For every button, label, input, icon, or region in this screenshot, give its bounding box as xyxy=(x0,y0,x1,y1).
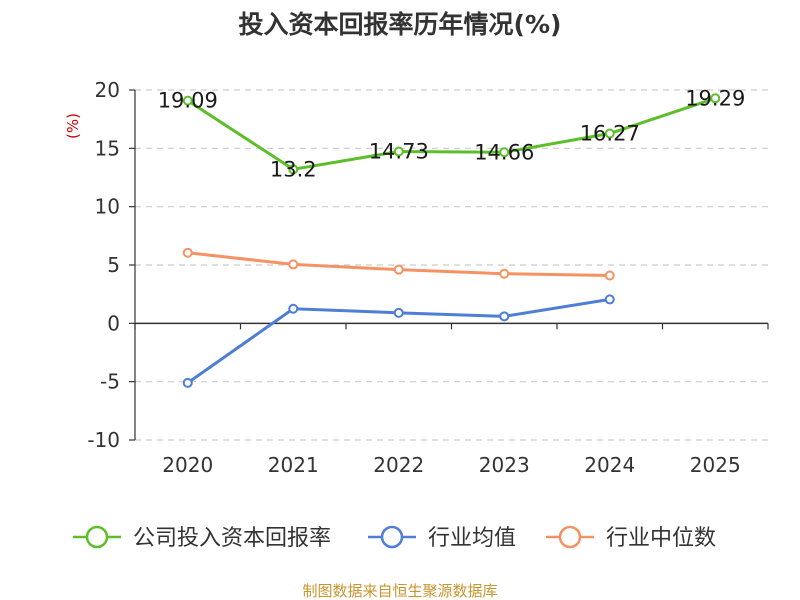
data-label: 13.2 xyxy=(270,157,317,181)
data-label: 14.66 xyxy=(474,140,534,164)
legend[interactable]: 公司投入资本回报率 行业均值 行业中位数 xyxy=(73,525,716,551)
axes xyxy=(129,89,769,441)
chart-title: 投入资本回报率历年情况(%) xyxy=(239,10,562,39)
y-tick-labels: 20 15 10 5 0 -5 -10 xyxy=(87,78,120,452)
x-tick-label: 2023 xyxy=(479,453,530,477)
y-tick-label: 20 xyxy=(95,78,120,102)
x-tick-label: 2020 xyxy=(162,453,213,477)
data-point[interactable] xyxy=(182,95,193,106)
data-point[interactable] xyxy=(604,128,615,139)
data-label: 14.73 xyxy=(369,139,429,163)
data-point[interactable] xyxy=(288,259,299,270)
data-point[interactable] xyxy=(393,146,404,157)
data-label: 19.09 xyxy=(158,89,218,113)
data-point[interactable] xyxy=(182,377,193,388)
x-tick-label: 2024 xyxy=(584,453,635,477)
data-point[interactable] xyxy=(393,264,404,275)
data-point[interactable] xyxy=(499,147,510,158)
source-note: 制图数据来自恒生聚源数据库 xyxy=(302,582,497,600)
y-tick-label: 10 xyxy=(95,195,120,219)
data-point[interactable] xyxy=(604,270,615,281)
y-axis-label: (%) xyxy=(64,113,82,139)
y-tick-label: -10 xyxy=(87,428,120,452)
y-tick-label: 0 xyxy=(107,311,120,335)
data-point[interactable] xyxy=(393,307,404,318)
data-point[interactable] xyxy=(288,164,299,175)
legend-marker xyxy=(558,525,582,549)
y-tick-label: 5 xyxy=(107,253,120,277)
x-tick-label: 2025 xyxy=(690,453,741,477)
y-tick-label: 15 xyxy=(95,136,120,160)
data-point[interactable] xyxy=(499,311,510,322)
x-tick-label: 2021 xyxy=(268,453,319,477)
series-line-0 xyxy=(186,96,716,171)
data-point[interactable] xyxy=(288,303,299,314)
data-label: 19.29 xyxy=(685,86,745,110)
data-label: 16.27 xyxy=(580,122,640,146)
legend-marker xyxy=(380,525,404,549)
legend-marker xyxy=(85,525,109,549)
series-layer xyxy=(182,93,721,388)
grid-lines xyxy=(135,89,768,441)
x-tick-labels: 2020 2021 2022 2023 2024 2025 xyxy=(162,453,740,477)
data-point[interactable] xyxy=(182,247,193,258)
legend-label[interactable]: 行业均值 xyxy=(428,526,516,551)
data-labels: 19.09 13.2 14.73 14.66 16.27 19.29 xyxy=(158,86,746,181)
data-point[interactable] xyxy=(710,93,721,104)
y-tick-label: -5 xyxy=(100,370,120,394)
data-point[interactable] xyxy=(499,268,510,279)
x-tick-label: 2022 xyxy=(373,453,424,477)
legend-label[interactable]: 公司投入资本回报率 xyxy=(133,526,331,551)
legend-label[interactable]: 行业中位数 xyxy=(606,526,716,551)
data-point[interactable] xyxy=(604,294,615,305)
